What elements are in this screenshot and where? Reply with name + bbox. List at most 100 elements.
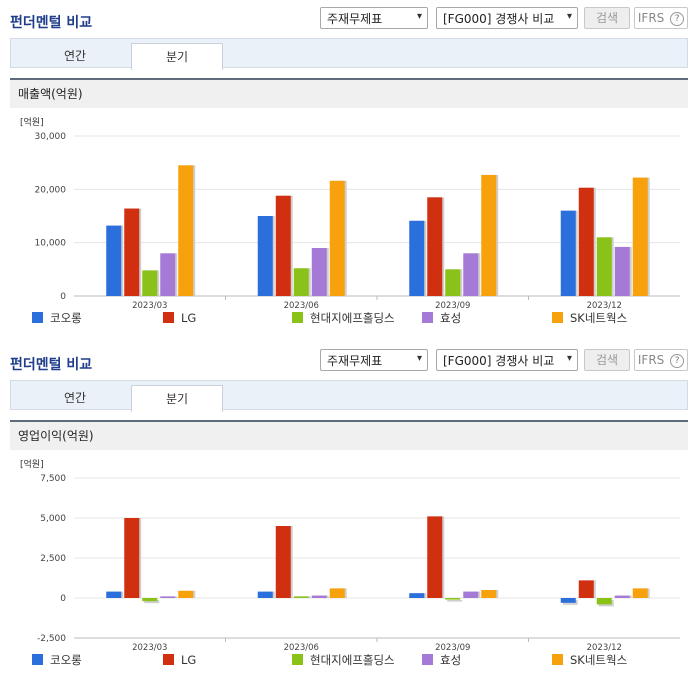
tab-annual[interactable]: 연간 xyxy=(63,49,87,63)
tab-quarterly[interactable]: 분기 xyxy=(131,43,223,70)
tab-quarterly[interactable]: 분기 xyxy=(131,385,223,412)
bar[interactable] xyxy=(329,180,345,296)
bar[interactable] xyxy=(463,591,479,598)
legend-label[interactable]: 효성 xyxy=(440,311,461,325)
bar[interactable] xyxy=(257,216,273,296)
bar[interactable] xyxy=(560,210,576,296)
legend-label[interactable]: 코오롱 xyxy=(50,653,82,667)
panel-title: 펀더멘털 비교 xyxy=(10,15,93,31)
section-header: 영업이익(억원) xyxy=(10,420,688,450)
x-tick-label: 2023/03 xyxy=(132,643,167,653)
bar[interactable] xyxy=(293,268,309,296)
bar[interactable] xyxy=(160,596,176,598)
y-tick-label: 0 xyxy=(60,594,66,604)
chevron-down-icon: ▾ xyxy=(416,353,422,364)
legend-label[interactable]: 현대지에프홀딩스 xyxy=(310,311,395,325)
panel-revenue: 펀더멘털 비교 주재무제표 ▾ [FG000] 경쟁사 비교 ▾ 검색 IFRS… xyxy=(0,0,696,340)
bar[interactable] xyxy=(427,197,443,296)
y-tick-label: 7,500 xyxy=(40,474,66,484)
bar[interactable] xyxy=(142,598,158,602)
revenue-chart: [억원] 0 10,000 20,000 30,000 2023/03 2023/06 202… xyxy=(20,116,680,325)
bar[interactable] xyxy=(596,237,612,296)
panel-operating-profit: 펀더멘털 비교 주재무제표 ▾ [FG000] 경쟁사 비교 ▾ 검색 IFRS… xyxy=(0,342,696,684)
legend-label[interactable]: 코오롱 xyxy=(50,311,82,325)
y-tick-label: 20,000 xyxy=(35,185,67,195)
competitor-select-value: [FG000] 경쟁사 비교 xyxy=(443,12,555,26)
bar[interactable] xyxy=(596,598,612,605)
bar[interactable] xyxy=(293,596,309,598)
bar[interactable] xyxy=(427,516,443,598)
bar[interactable] xyxy=(632,588,648,598)
bar[interactable] xyxy=(275,195,291,296)
y-tick-label: 0 xyxy=(60,292,66,302)
search-button[interactable]: 검색 xyxy=(584,349,630,371)
x-tick-label: 2023/03 xyxy=(132,301,167,311)
bar[interactable] xyxy=(106,225,122,296)
help-icon[interactable]: ? xyxy=(670,353,685,368)
ifrs-label: IFRS xyxy=(637,353,665,367)
bar[interactable] xyxy=(578,580,594,598)
bar[interactable] xyxy=(124,208,140,296)
bar[interactable] xyxy=(142,270,158,296)
y-tick-label: 5,000 xyxy=(40,514,66,524)
ifrs-button[interactable]: IFRS ? xyxy=(634,349,688,371)
legend-label[interactable]: LG xyxy=(181,311,196,325)
period-tabs: 연간 분기 xyxy=(10,380,688,412)
bar[interactable] xyxy=(481,590,497,598)
legend-swatch xyxy=(422,654,433,665)
bar[interactable] xyxy=(124,518,140,598)
bar[interactable] xyxy=(409,593,425,598)
bar[interactable] xyxy=(463,253,479,296)
bar[interactable] xyxy=(329,588,345,598)
statement-select[interactable]: 주재무제표 ▾ xyxy=(320,7,428,29)
y-tick-label: -2,500 xyxy=(37,634,66,644)
bar[interactable] xyxy=(311,595,327,598)
bar[interactable] xyxy=(275,526,291,598)
legend-label[interactable]: LG xyxy=(181,653,196,667)
legend-swatch xyxy=(422,312,433,323)
bar[interactable] xyxy=(445,269,461,296)
bar[interactable] xyxy=(614,595,630,598)
legend-label[interactable]: SK네트웍스 xyxy=(570,311,627,325)
chevron-down-icon: ▾ xyxy=(566,353,572,364)
bar[interactable] xyxy=(178,590,194,598)
y-tick-label: 2,500 xyxy=(40,554,66,564)
operating-profit-chart: [억원] -2,500 0 2,500 5,000 7,500 2023/03 2023/06… xyxy=(20,458,680,667)
x-tick-label: 2023/12 xyxy=(587,643,622,653)
statement-select-value: 주재무제표 xyxy=(327,354,383,368)
legend-label[interactable]: 효성 xyxy=(440,653,461,667)
x-tick-label: 2023/06 xyxy=(284,301,319,311)
bar[interactable] xyxy=(409,220,425,296)
x-tick-label: 2023/09 xyxy=(435,643,470,653)
bar[interactable] xyxy=(560,598,576,603)
y-tick-label: 30,000 xyxy=(35,132,67,142)
statement-select[interactable]: 주재무제표 ▾ xyxy=(320,349,428,371)
bar[interactable] xyxy=(311,248,327,296)
legend-swatch xyxy=(163,654,174,665)
bar[interactable] xyxy=(445,598,461,600)
bar[interactable] xyxy=(178,165,194,296)
bar[interactable] xyxy=(614,246,630,296)
bar[interactable] xyxy=(632,177,648,296)
bar[interactable] xyxy=(481,174,497,296)
competitor-select[interactable]: [FG000] 경쟁사 비교 ▾ xyxy=(436,7,578,29)
bar[interactable] xyxy=(257,591,273,598)
statement-select-value: 주재무제표 xyxy=(327,12,383,26)
chevron-down-icon: ▾ xyxy=(416,11,422,22)
legend-swatch xyxy=(292,654,303,665)
bar[interactable] xyxy=(106,591,122,598)
panel-title: 펀더멘털 비교 xyxy=(10,357,93,373)
legend-label[interactable]: SK네트웍스 xyxy=(570,653,627,667)
legend-label[interactable]: 현대지에프홀딩스 xyxy=(310,653,395,667)
bar-shadow xyxy=(447,600,463,602)
tab-annual[interactable]: 연간 xyxy=(63,391,87,405)
bar[interactable] xyxy=(578,187,594,296)
unit-label: [억원] xyxy=(20,458,44,470)
ifrs-button[interactable]: IFRS ? xyxy=(634,7,688,29)
help-icon[interactable]: ? xyxy=(670,11,685,26)
competitor-select[interactable]: [FG000] 경쟁사 비교 ▾ xyxy=(436,349,578,371)
bar[interactable] xyxy=(160,253,176,296)
search-button[interactable]: 검색 xyxy=(584,7,630,29)
ifrs-label: IFRS xyxy=(637,11,665,25)
competitor-select-value: [FG000] 경쟁사 비교 xyxy=(443,354,555,368)
